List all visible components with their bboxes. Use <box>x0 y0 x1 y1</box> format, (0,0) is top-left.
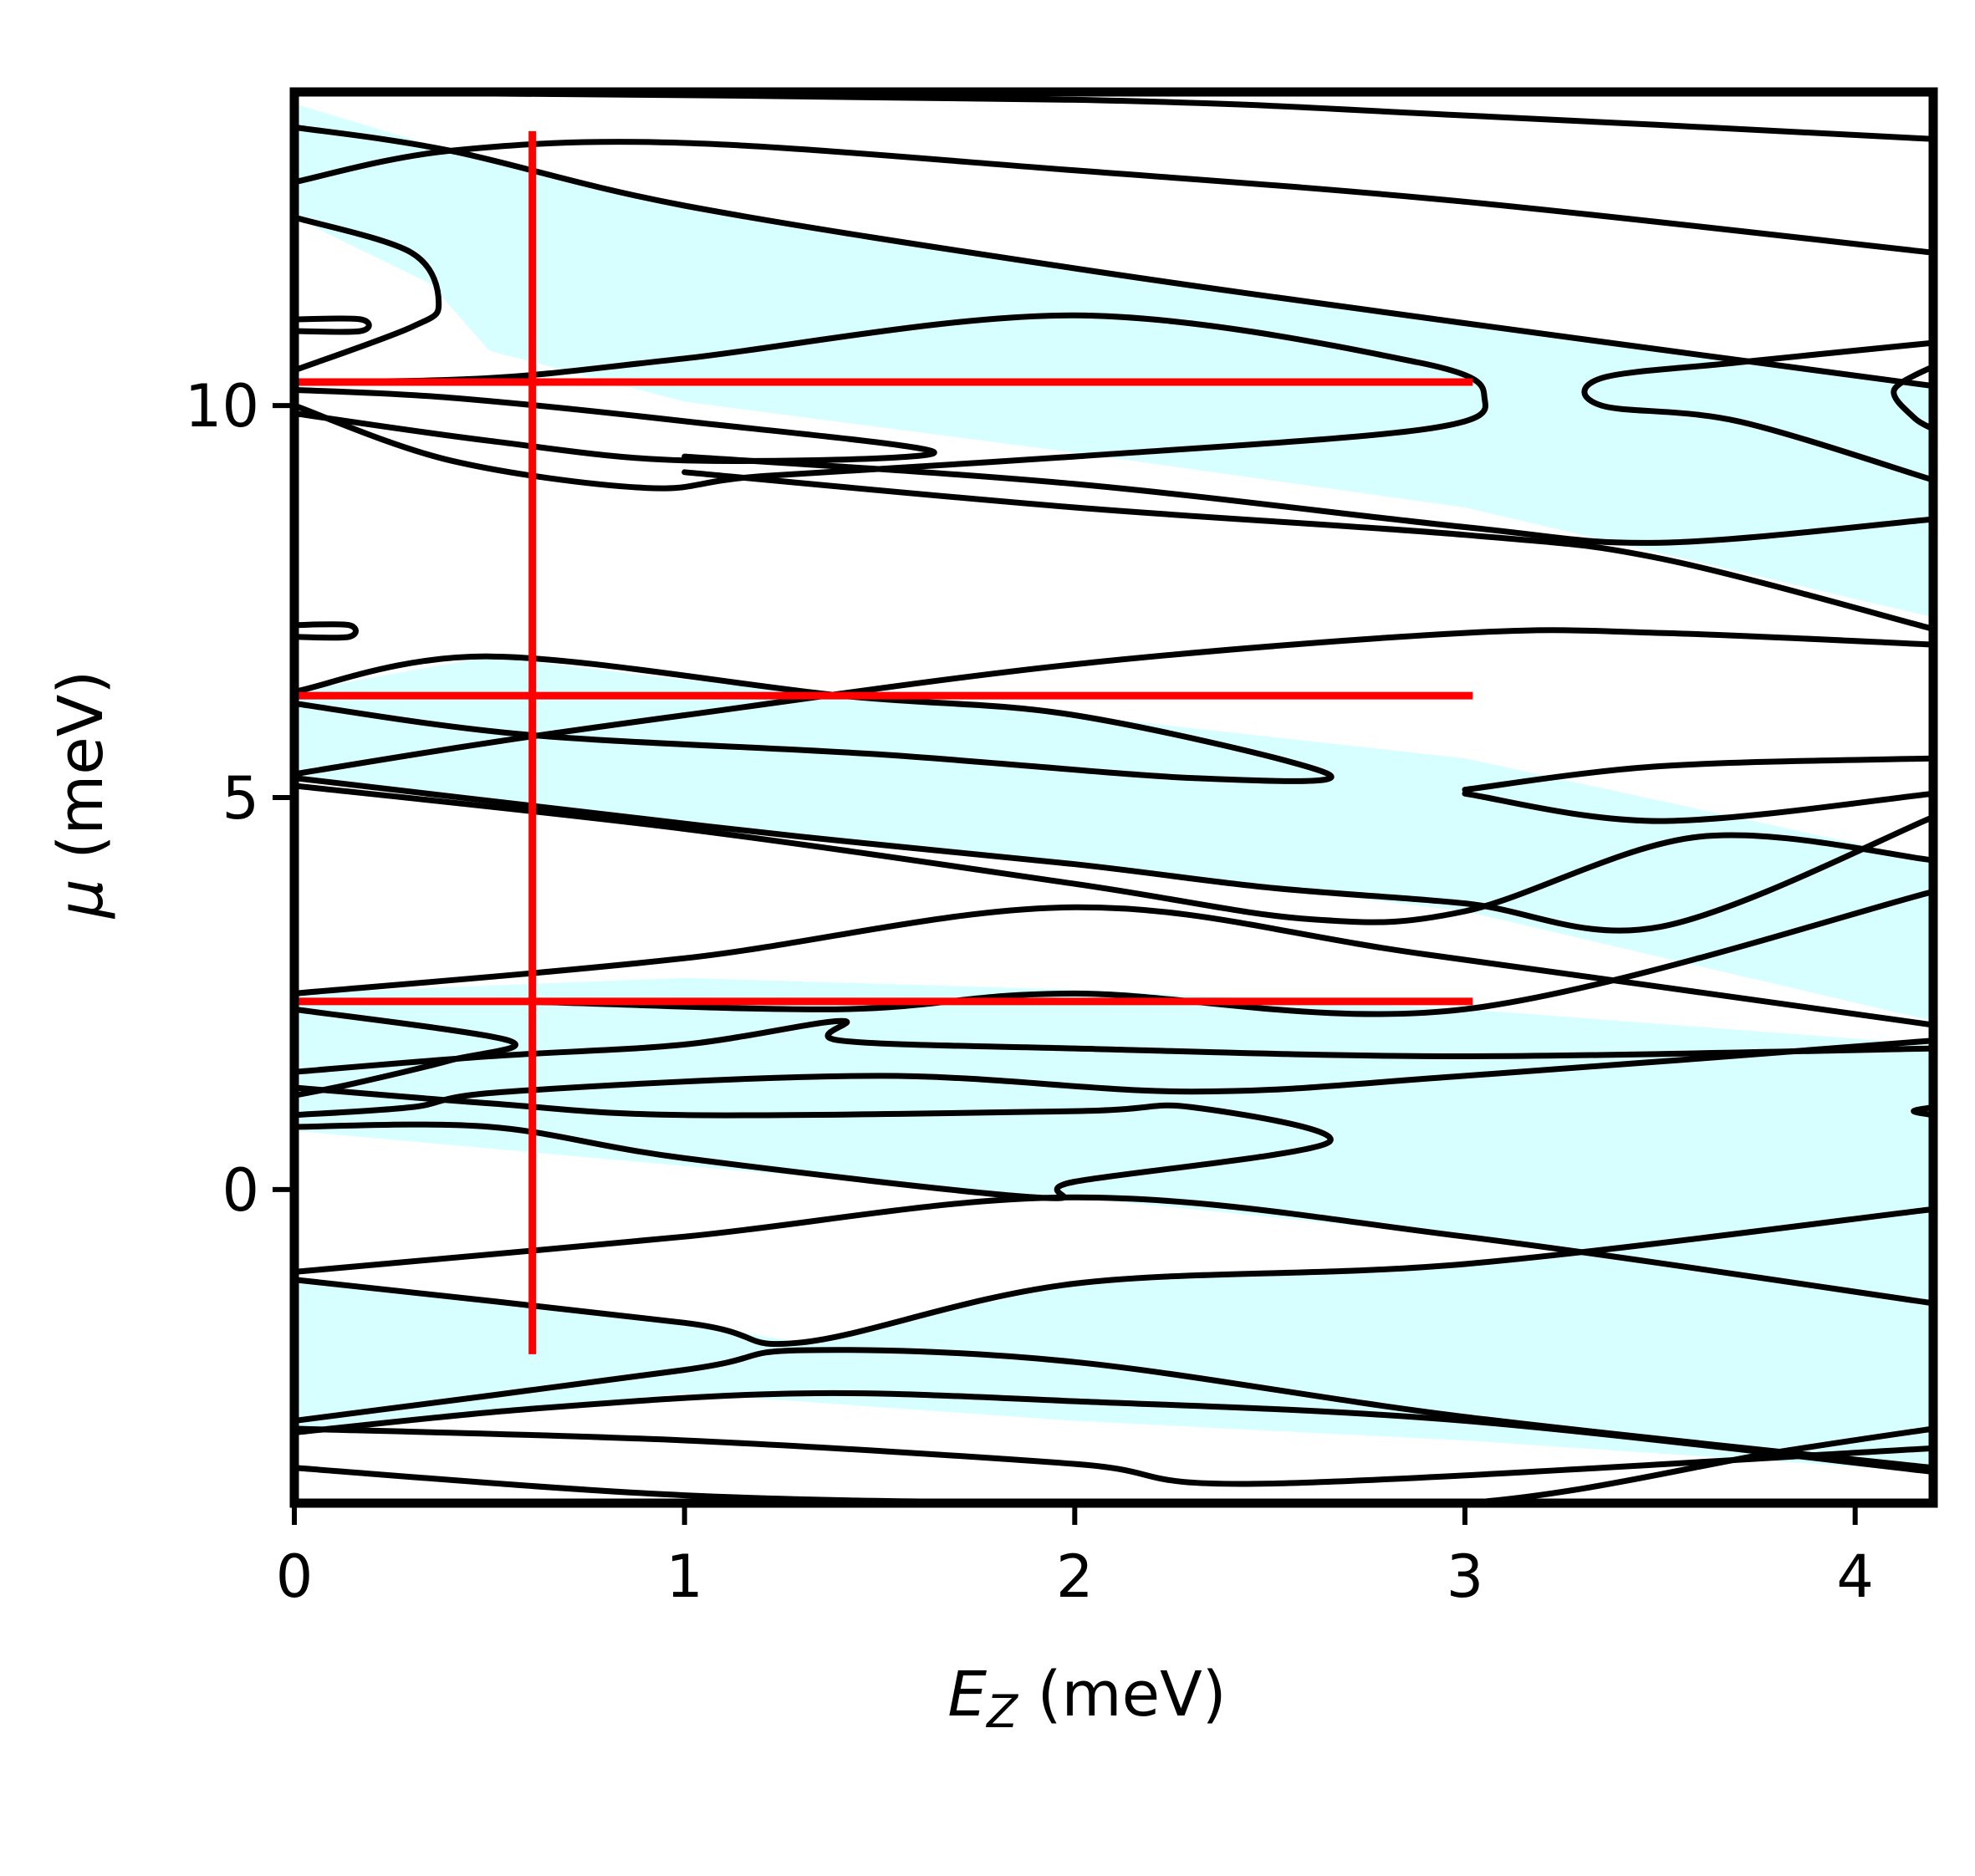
x-tick-label: 3 <box>1447 1542 1484 1611</box>
topological-region-0 <box>294 104 1933 618</box>
phase-boundary-10 <box>681 469 1933 632</box>
x-tick-label: 4 <box>1836 1542 1874 1611</box>
phase-boundary-9 <box>681 453 1933 546</box>
phase-boundary-7 <box>1581 339 1933 483</box>
phase-boundary-6 <box>294 312 1488 492</box>
phase-boundary-14 <box>294 775 1933 934</box>
phase-boundary-5 <box>294 386 937 464</box>
red-marker-lines <box>294 130 1473 1354</box>
phase-boundary-22 <box>294 1084 1334 1201</box>
phase-boundary-3 <box>294 214 442 374</box>
phase-boundary-25 <box>294 1194 1933 1307</box>
phase-boundary-26 <box>294 1206 1933 1348</box>
phase-boundary-8 <box>1891 363 1933 432</box>
topological-region-3 <box>294 1209 1933 1472</box>
phase-boundary-15 <box>294 783 1933 925</box>
y-tick-label: 5 <box>222 764 259 833</box>
phase-boundary-11 <box>294 621 359 641</box>
phase-boundary-24 <box>1911 1104 1933 1119</box>
phase-boundary-4 <box>294 315 372 335</box>
phase-boundary-28 <box>294 1389 1933 1475</box>
y-axis-ticks: 0 5 10 <box>185 372 294 1225</box>
phase-boundary-18 <box>294 904 1933 1028</box>
phase-boundary-13 <box>294 627 1933 777</box>
phase-boundaries <box>294 92 1933 1503</box>
x-axis-ticks: 0 1 2 3 4 <box>276 1503 1874 1611</box>
phase-boundary-30 <box>294 1425 1933 1503</box>
y-tick-label: 0 <box>222 1156 259 1225</box>
x-tick-label: 2 <box>1056 1542 1094 1611</box>
phase-boundary-16 <box>1462 755 1933 793</box>
x-axis-label: EZ (meV) <box>947 1659 1226 1738</box>
phase-boundary-12 <box>294 653 1335 784</box>
phase-boundary-23 <box>294 1037 1933 1119</box>
phase-boundary-0 <box>294 124 1933 390</box>
y-axis-label: μ (meV) <box>45 670 117 920</box>
phase-boundary-17 <box>1462 790 1933 824</box>
y-tick-label: 10 <box>185 372 259 441</box>
x-tick-label: 0 <box>276 1542 314 1611</box>
topological-region-2 <box>294 977 1933 1303</box>
x-tick-label: 1 <box>666 1542 703 1611</box>
phase-boundary-29 <box>294 1425 1933 1487</box>
phase-boundary-1 <box>294 139 1933 256</box>
